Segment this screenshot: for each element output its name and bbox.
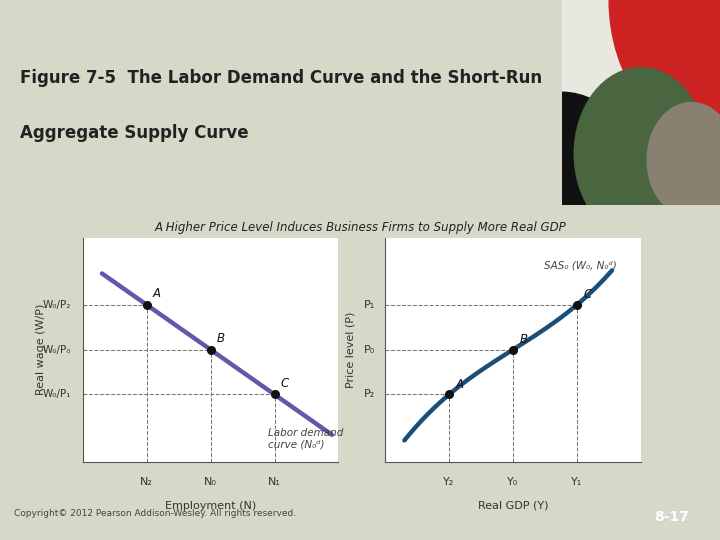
Text: W₀/P₂: W₀/P₂ [43,300,71,310]
Text: N₂: N₂ [140,477,153,488]
Text: P₂: P₂ [364,389,375,400]
Circle shape [575,68,707,240]
Text: SAS₀ (W₀, N₀ᵈ): SAS₀ (W₀, N₀ᵈ) [544,260,616,270]
Text: Copyright© 2012 Pearson Addison-Wesley. All rights reserved.: Copyright© 2012 Pearson Addison-Wesley. … [14,509,297,518]
Text: Employment (N): Employment (N) [165,501,256,511]
Text: B: B [519,333,527,346]
Text: Y₀: Y₀ [508,477,518,488]
Text: N₁: N₁ [268,477,281,488]
Text: Y₂: Y₂ [444,477,455,488]
Text: 8-17: 8-17 [654,510,689,524]
Text: C: C [583,288,592,301]
Circle shape [647,103,720,217]
Text: Price level (P): Price level (P) [345,312,355,388]
Text: P₀: P₀ [364,345,375,355]
Text: W₀/P₀: W₀/P₀ [42,345,71,355]
Text: Y₁: Y₁ [571,477,582,488]
Wedge shape [562,92,649,205]
Wedge shape [609,0,720,144]
Text: A Higher Price Level Induces Business Firms to Supply More Real GDP: A Higher Price Level Induces Business Fi… [154,221,566,234]
Text: Labor demand
curve (N₀ᵈ): Labor demand curve (N₀ᵈ) [268,428,343,450]
Text: Figure 7-5  The Labor Demand Curve and the Short-Run: Figure 7-5 The Labor Demand Curve and th… [19,69,541,87]
Circle shape [503,0,678,164]
Text: Aggregate Supply Curve: Aggregate Supply Curve [19,124,248,142]
Text: N₀: N₀ [204,477,217,488]
Text: A: A [456,378,464,391]
Text: A: A [153,287,161,300]
Text: B: B [217,332,225,345]
Text: Real GDP (Y): Real GDP (Y) [478,501,548,511]
Text: W₀/P₁: W₀/P₁ [42,389,71,400]
Text: C: C [281,376,289,390]
Text: Real wage (W/P): Real wage (W/P) [36,304,46,395]
Text: P₁: P₁ [364,300,375,310]
